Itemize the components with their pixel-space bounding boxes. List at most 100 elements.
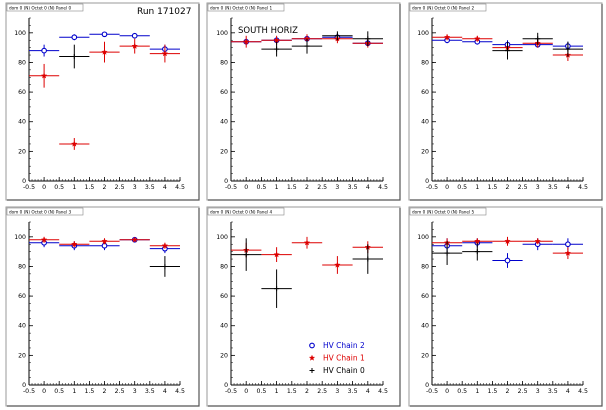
marker-star <box>71 140 78 147</box>
marker-cross <box>535 36 541 42</box>
data-point <box>352 244 383 274</box>
y-tick-label: 60 <box>220 89 228 96</box>
x-tick-label: -0.5 <box>23 388 35 395</box>
y-tick-label: 60 <box>421 89 429 96</box>
marker-star <box>101 48 108 55</box>
x-tick-label: 4 <box>566 388 570 395</box>
data-point <box>231 35 262 48</box>
marker-cross <box>334 33 340 39</box>
marker-star <box>243 38 250 45</box>
marker-cross <box>365 256 371 262</box>
data-point <box>119 32 150 39</box>
y-tick-label: 0 <box>224 382 228 389</box>
x-tick-label: -0.5 <box>426 388 438 395</box>
x-tick-label: 3.5 <box>145 184 155 191</box>
y-tick-label: 20 <box>220 352 228 359</box>
marker-star <box>40 72 48 79</box>
panel-title-box <box>6 3 84 12</box>
data-point <box>492 253 523 268</box>
x-tick-label: -0.5 <box>426 184 438 191</box>
marker-open-circle <box>504 257 511 264</box>
panel-frame <box>206 2 401 201</box>
data-point <box>119 38 150 54</box>
data-point <box>291 236 323 249</box>
marker-star <box>308 354 316 361</box>
south-horiz-annotation: SOUTH HORIZ <box>238 26 298 36</box>
marker-star <box>474 35 481 42</box>
data-point <box>119 236 150 243</box>
x-tick-label: 1 <box>275 388 279 395</box>
y-tick-label: 20 <box>220 148 228 155</box>
marker-cross <box>162 263 168 269</box>
x-tick-label: 4 <box>366 184 370 191</box>
marker-star <box>40 236 48 243</box>
y-tick-label: 0 <box>425 382 429 389</box>
marker-star <box>273 251 280 258</box>
x-tick-label: 3.5 <box>348 388 358 395</box>
y-tick-label: 100 <box>216 234 228 241</box>
data-point <box>522 32 553 45</box>
data-point <box>432 33 463 41</box>
panel-title-box <box>207 207 285 216</box>
y-tick-label: 80 <box>220 59 228 66</box>
x-tick-label: 2.5 <box>518 388 528 395</box>
marker-cross <box>274 286 280 292</box>
y-tick-label: 100 <box>14 30 26 37</box>
panel-frame <box>206 206 401 407</box>
data-point <box>29 63 60 88</box>
panel-shadow <box>208 4 401 201</box>
y-tick-label: 0 <box>22 178 26 185</box>
run-label: Run 171027 <box>137 7 191 17</box>
marker-open-circle <box>131 32 138 39</box>
marker-cross <box>243 252 249 258</box>
data-point <box>89 41 120 63</box>
y-tick-label: 40 <box>220 119 228 126</box>
legend-label: HV Chain 1 <box>323 354 365 363</box>
x-tick-label: 2 <box>305 184 309 191</box>
x-tick-label: 0 <box>244 388 248 395</box>
data-point <box>59 138 90 150</box>
marker-cross <box>274 46 280 52</box>
x-tick-label: 2 <box>506 388 510 395</box>
marker-cross <box>304 43 310 49</box>
y-tick-label: 20 <box>421 148 429 155</box>
x-tick-label: 2 <box>103 184 107 191</box>
panel-shadow <box>410 208 603 407</box>
y-tick-label: 40 <box>421 119 429 126</box>
marker-star <box>161 242 169 249</box>
x-tick-label: 1 <box>275 184 279 191</box>
legend-entry: HV Chain 2 <box>309 341 365 350</box>
x-tick-label: 0 <box>445 388 449 395</box>
legend-entry: HV Chain 1 <box>308 354 365 363</box>
marker-star <box>474 237 481 244</box>
data-point <box>261 247 292 263</box>
data-point <box>149 44 180 63</box>
x-tick-label: 0.5 <box>54 184 64 191</box>
x-tick-label: 4.5 <box>378 184 388 191</box>
marker-star <box>303 239 311 246</box>
x-tick-label: 2.5 <box>317 388 327 395</box>
legend-label: HV Chain 2 <box>323 341 365 350</box>
data-point <box>462 242 493 261</box>
data-point <box>29 44 60 57</box>
data-point <box>261 41 292 57</box>
y-tick-label: 40 <box>18 119 26 126</box>
y-tick-label: 100 <box>216 30 228 37</box>
x-tick-label: 1.5 <box>287 388 297 395</box>
data-point <box>149 256 180 277</box>
data-point <box>552 41 583 57</box>
x-tick-label: 1.5 <box>287 184 297 191</box>
x-tick-label: 4 <box>163 184 167 191</box>
data-point <box>462 35 493 42</box>
panel-title: dom 0 (N) Octet 0 (N) Panel 5 <box>412 210 475 215</box>
x-tick-label: 4.5 <box>175 388 185 395</box>
data-point <box>552 247 583 260</box>
data-point <box>89 31 120 38</box>
marker-open-circle <box>41 47 47 54</box>
panel-title: dom 0 (N) Octet 0 (N) Panel 2 <box>412 6 475 11</box>
marker-star <box>71 240 78 247</box>
y-tick-label: 80 <box>421 263 429 270</box>
x-tick-label: 1.5 <box>487 184 497 191</box>
marker-cross <box>309 368 315 373</box>
